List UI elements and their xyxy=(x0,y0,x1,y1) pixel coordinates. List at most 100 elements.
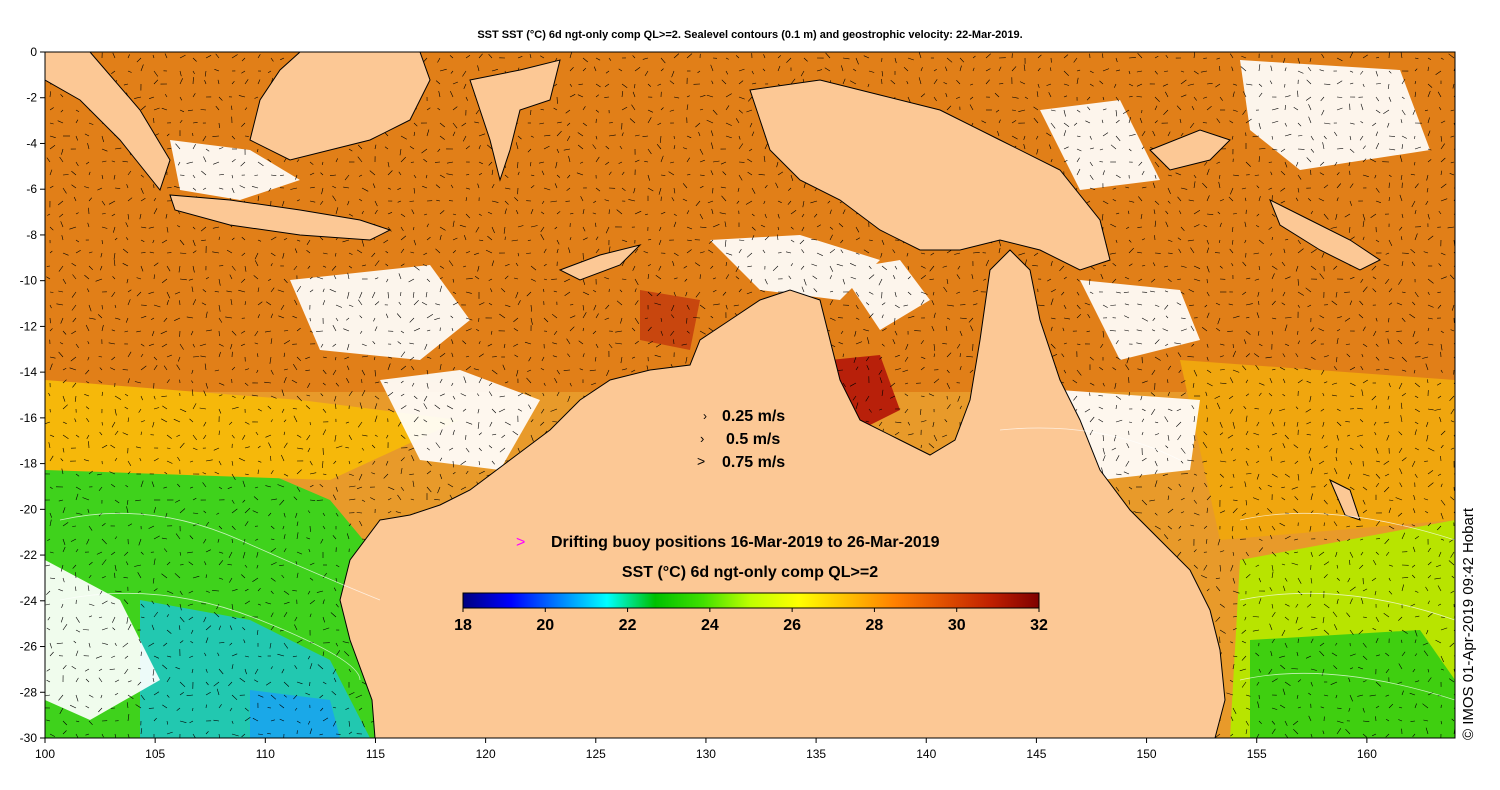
velocity-arrow xyxy=(881,302,886,306)
velocity-arrow xyxy=(1115,340,1119,345)
velocity-arrow xyxy=(218,304,221,312)
velocity-arrow xyxy=(186,316,194,319)
velocity-arrow xyxy=(1349,276,1355,280)
velocity-arrow xyxy=(517,135,522,140)
velocity-arrow xyxy=(452,471,456,475)
velocity-arrow xyxy=(957,395,961,402)
velocity-arrow xyxy=(1047,278,1052,282)
velocity-arrow xyxy=(384,146,389,150)
velocity-arrow xyxy=(930,252,935,256)
velocity-arrow xyxy=(683,265,688,269)
velocity-arrow xyxy=(593,200,597,204)
velocity-arrow xyxy=(1336,197,1339,202)
velocity-arrow xyxy=(413,122,418,127)
velocity-arrow xyxy=(1254,408,1260,410)
velocity-arrow xyxy=(1310,510,1314,514)
velocity-arrow xyxy=(710,315,714,319)
velocity-arrow xyxy=(75,572,77,579)
velocity-arrow xyxy=(1115,174,1121,179)
velocity-arrow xyxy=(165,213,168,219)
velocity-arrow xyxy=(550,200,558,203)
velocity-arrow xyxy=(1037,83,1040,88)
velocity-arrow xyxy=(335,317,339,322)
velocity-arrow xyxy=(139,213,142,220)
velocity-arrow xyxy=(1427,130,1431,137)
velocity-arrow xyxy=(1306,157,1312,163)
velocity-arrow xyxy=(218,96,223,101)
velocity-arrow xyxy=(1206,278,1208,284)
velocity-arrow xyxy=(1427,482,1434,488)
velocity-arrow xyxy=(280,57,285,61)
velocity-arrow xyxy=(478,161,483,165)
velocity-arrow xyxy=(906,80,909,85)
velocity-arrow xyxy=(1019,81,1026,85)
velocity-arrow xyxy=(1450,447,1455,450)
velocity-arrow xyxy=(894,291,897,298)
velocity-arrow xyxy=(1180,317,1186,319)
velocity-arrow xyxy=(75,512,83,515)
velocity-arrow xyxy=(140,174,144,178)
velocity-arrow xyxy=(1154,512,1158,516)
velocity-arrow xyxy=(1336,590,1340,594)
velocity-arrow xyxy=(1321,369,1325,375)
velocity-arrow xyxy=(1332,611,1338,618)
velocity-arrow xyxy=(1217,317,1221,325)
velocity-arrow xyxy=(1388,96,1392,102)
velocity-arrow xyxy=(1271,473,1278,478)
velocity-arrow xyxy=(1086,96,1091,101)
velocity-arrow xyxy=(972,252,980,254)
velocity-arrow xyxy=(1310,627,1318,631)
velocity-arrow xyxy=(283,419,287,423)
velocity-arrow xyxy=(553,290,558,293)
velocity-arrow xyxy=(400,457,405,462)
velocity-arrow xyxy=(632,55,636,59)
velocity-arrow xyxy=(348,460,351,465)
velocity-arrow xyxy=(712,187,714,194)
velocity-arrow xyxy=(595,83,601,88)
velocity-arrow xyxy=(699,185,704,189)
velocity-arrow xyxy=(396,313,402,319)
velocity-arrow xyxy=(1375,83,1381,85)
velocity-arrow xyxy=(163,365,168,371)
velocity-arrow xyxy=(582,327,584,332)
velocity-arrow xyxy=(517,252,520,257)
velocity-arrow xyxy=(244,564,248,568)
velocity-arrow xyxy=(959,65,962,72)
figure-title: SST SST (°C) 6d ngt-only comp QL>=2. Sea… xyxy=(477,29,1023,41)
velocity-arrow xyxy=(410,251,415,254)
velocity-arrow xyxy=(292,590,298,592)
velocity-arrow xyxy=(595,313,599,319)
velocity-arrow xyxy=(216,603,220,610)
velocity-arrow xyxy=(1193,434,1196,441)
velocity-arrow xyxy=(724,239,727,247)
velocity-arrow xyxy=(1191,343,1195,347)
velocity-arrow xyxy=(920,265,926,269)
velocity-arrow xyxy=(439,135,445,140)
velocity-arrow xyxy=(1187,356,1195,358)
velocity-arrow xyxy=(656,291,662,297)
velocity-arrow xyxy=(465,434,467,440)
velocity-arrow xyxy=(218,625,221,631)
velocity-arrow xyxy=(1307,304,1312,308)
velocity-arrow xyxy=(1271,571,1274,579)
velocity-arrow xyxy=(1335,213,1338,220)
velocity-arrow xyxy=(400,213,406,218)
velocity-arrow xyxy=(127,54,130,59)
velocity-arrow xyxy=(242,395,246,400)
velocity-arrow xyxy=(58,351,64,358)
velocity-arrow xyxy=(1425,363,1429,371)
velocity-arrow xyxy=(1414,421,1419,425)
velocity-arrow xyxy=(161,418,168,423)
velocity-arrow xyxy=(176,434,181,437)
velocity-arrow xyxy=(478,133,486,137)
velocity-arrow xyxy=(838,223,844,228)
velocity-arrow xyxy=(166,133,170,137)
velocity-arrow xyxy=(540,55,545,59)
velocity-arrow xyxy=(1280,187,1286,192)
velocity-arrow xyxy=(541,211,545,215)
velocity-arrow xyxy=(62,174,69,176)
velocity-arrow xyxy=(1218,181,1221,189)
velocity-arrow xyxy=(504,421,511,426)
velocity-arrow xyxy=(668,171,675,176)
velocity-arrow xyxy=(1388,525,1395,530)
